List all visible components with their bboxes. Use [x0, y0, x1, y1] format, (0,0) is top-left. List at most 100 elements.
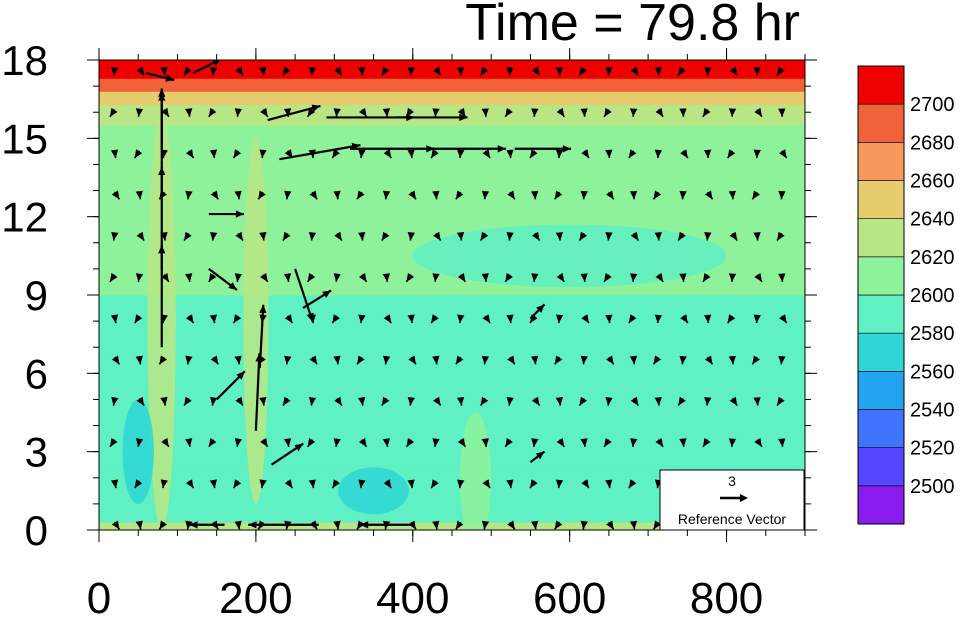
wind-vector: [110, 314, 119, 324]
wind-vector: [333, 108, 341, 117]
wind-vector: [356, 190, 365, 200]
wind-vector: [776, 231, 785, 242]
wind-vector: [160, 149, 168, 159]
wind-vector: [433, 66, 442, 76]
wind-vector: [580, 520, 588, 530]
wind-vector: [209, 314, 218, 324]
colorbar-label: 2520: [910, 438, 955, 460]
wind-vector: [482, 149, 491, 159]
wind-vector: [135, 273, 144, 282]
wind-vector: [679, 438, 687, 447]
wind-vector: [260, 272, 269, 283]
wind-vector: [382, 108, 391, 117]
wind-vector: [260, 437, 269, 448]
wind-vector: [111, 231, 119, 241]
wind-vector: [333, 520, 341, 530]
wind-vector: [134, 149, 143, 159]
wind-vector: [185, 314, 195, 324]
wind-vector: [358, 314, 366, 324]
colorbar-swatch: [857, 371, 905, 410]
wind-vector: [654, 67, 662, 76]
wind-vector: [185, 108, 193, 117]
wind-vector: [530, 520, 539, 530]
wind-vector: [161, 272, 170, 283]
wind-vector: [578, 231, 588, 242]
wind-vector: [308, 67, 317, 76]
wind-vector: [358, 107, 368, 118]
wind-vector: [702, 107, 711, 118]
wind-vector: [308, 396, 317, 406]
wind-vector: [383, 520, 391, 530]
wind-vector: [753, 67, 761, 76]
field-patch-3: [122, 399, 154, 504]
wind-vector: [259, 231, 267, 241]
colorbar-swatch: [857, 332, 905, 372]
wind-vector: [702, 272, 711, 283]
wind-vector: [778, 190, 786, 200]
wind-vector: [728, 108, 737, 117]
wind-vector: [754, 107, 763, 118]
wind-vector: [334, 231, 343, 242]
wind-vector: [531, 396, 541, 407]
wind-vector: [580, 273, 588, 282]
wind-vector: [408, 520, 417, 530]
wind-vector: [234, 438, 243, 447]
wind-vector: [358, 479, 366, 489]
wind-vector: [504, 437, 513, 448]
wind-vector: [506, 149, 514, 159]
wind-vector: [185, 479, 195, 489]
wind-vector: [506, 232, 514, 241]
wind-vector: [606, 190, 615, 200]
wind-vector: [308, 149, 316, 159]
plot-area: [99, 60, 805, 530]
wind-vector: [397, 113, 468, 122]
wind-vector: [405, 437, 415, 448]
wind-vector: [457, 107, 467, 118]
reference-vector-value: 3: [728, 473, 736, 489]
wind-vector: [209, 479, 218, 489]
wind-vector: [382, 438, 391, 447]
wind-vector: [679, 355, 687, 365]
wind-vector: [405, 107, 415, 118]
wind-vector: [260, 107, 269, 118]
wind-vector: [189, 521, 225, 529]
wind-vector: [704, 149, 712, 159]
wind-vector: [580, 438, 588, 447]
wind-vector: [432, 438, 440, 447]
wind-vector: [136, 66, 145, 76]
wind-vector: [481, 190, 490, 200]
y-tick-label: 18: [1, 37, 48, 84]
wind-vector: [630, 273, 638, 282]
wind-vector: [432, 273, 440, 282]
wind-vector: [259, 479, 267, 489]
wind-vector: [185, 438, 193, 447]
wind-vector: [234, 355, 242, 365]
wind-vector: [267, 104, 321, 122]
wind-vector: [111, 190, 121, 200]
wind-vector: [654, 314, 663, 324]
field-band-2: [99, 295, 805, 466]
x-tick-label: 200: [219, 574, 292, 618]
field-patch-5: [412, 224, 727, 288]
wind-vector: [183, 396, 192, 407]
wind-vector: [158, 520, 168, 530]
wind-vector: [259, 67, 267, 76]
wind-vector: [309, 355, 318, 365]
wind-vector: [215, 370, 246, 401]
colorbar-label: 2620: [910, 247, 955, 269]
wind-vector: [185, 355, 193, 365]
wind-vector: [284, 149, 294, 159]
wind-vector: [481, 520, 490, 530]
wind-vector: [455, 355, 464, 365]
wind-vector: [383, 314, 392, 324]
wind-vector: [134, 314, 143, 324]
wind-vector: [580, 108, 588, 117]
colorbar-swatch: [857, 409, 905, 448]
axes: 0 200 400 600 800 0 3 6 9 12 15 18: [1, 37, 817, 618]
reference-vector-arrowhead: [740, 494, 748, 502]
wind-vector: [778, 273, 786, 282]
wind-vector: [160, 396, 168, 406]
wind-vector: [456, 232, 465, 241]
wind-vector: [778, 438, 786, 447]
